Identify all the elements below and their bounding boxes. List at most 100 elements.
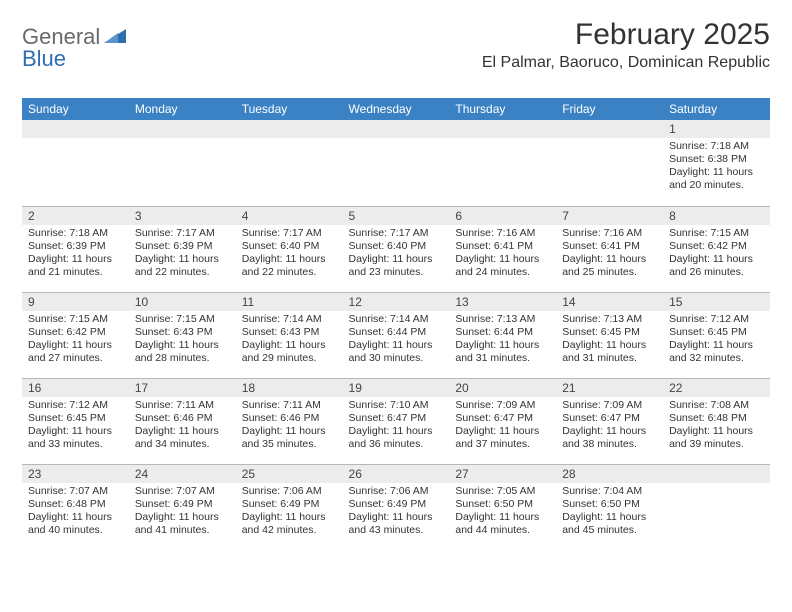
day-info: Sunrise: 7:17 AMSunset: 6:40 PMDaylight:… bbox=[242, 227, 337, 280]
dayhead-sun: Sunday bbox=[22, 98, 129, 120]
day-info-line: Sunset: 6:47 PM bbox=[562, 412, 657, 425]
calendar-week-row: 16Sunrise: 7:12 AMSunset: 6:45 PMDayligh… bbox=[22, 378, 770, 464]
day-info-line: Sunset: 6:48 PM bbox=[669, 412, 764, 425]
calendar-day-cell: 12Sunrise: 7:14 AMSunset: 6:44 PMDayligh… bbox=[343, 292, 450, 378]
day-info-line: Daylight: 11 hours bbox=[242, 425, 337, 438]
day-number bbox=[236, 120, 343, 138]
day-info-line: Sunset: 6:46 PM bbox=[242, 412, 337, 425]
day-info-line: Daylight: 11 hours bbox=[455, 425, 550, 438]
dayhead-mon: Monday bbox=[129, 98, 236, 120]
day-info-line: Daylight: 11 hours bbox=[669, 425, 764, 438]
day-info-line: and 23 minutes. bbox=[349, 266, 444, 279]
day-info-line: Sunrise: 7:12 AM bbox=[669, 313, 764, 326]
day-info: Sunrise: 7:18 AMSunset: 6:38 PMDaylight:… bbox=[669, 140, 764, 193]
day-info: Sunrise: 7:04 AMSunset: 6:50 PMDaylight:… bbox=[562, 485, 657, 538]
page-header: General February 2025 El Palmar, Baoruco… bbox=[22, 18, 770, 72]
day-info-line: Sunrise: 7:06 AM bbox=[242, 485, 337, 498]
calendar-day-cell: 27Sunrise: 7:05 AMSunset: 6:50 PMDayligh… bbox=[449, 464, 556, 550]
day-number: 24 bbox=[129, 465, 236, 483]
calendar-day-cell bbox=[129, 120, 236, 206]
day-number: 9 bbox=[22, 293, 129, 311]
day-number: 1 bbox=[663, 120, 770, 138]
day-number: 7 bbox=[556, 207, 663, 225]
day-info-line: and 22 minutes. bbox=[242, 266, 337, 279]
day-info-line: Sunset: 6:49 PM bbox=[135, 498, 230, 511]
calendar-day-cell: 4Sunrise: 7:17 AMSunset: 6:40 PMDaylight… bbox=[236, 206, 343, 292]
day-info-line: and 36 minutes. bbox=[349, 438, 444, 451]
day-info-line: Sunrise: 7:18 AM bbox=[28, 227, 123, 240]
day-info: Sunrise: 7:12 AMSunset: 6:45 PMDaylight:… bbox=[669, 313, 764, 366]
day-info-line: Daylight: 11 hours bbox=[242, 339, 337, 352]
day-info: Sunrise: 7:09 AMSunset: 6:47 PMDaylight:… bbox=[455, 399, 550, 452]
day-info-line: and 24 minutes. bbox=[455, 266, 550, 279]
day-info: Sunrise: 7:11 AMSunset: 6:46 PMDaylight:… bbox=[135, 399, 230, 452]
calendar-day-cell: 5Sunrise: 7:17 AMSunset: 6:40 PMDaylight… bbox=[343, 206, 450, 292]
day-info-line: Sunrise: 7:09 AM bbox=[455, 399, 550, 412]
day-info-line: Daylight: 11 hours bbox=[349, 511, 444, 524]
day-info-line: Daylight: 11 hours bbox=[455, 339, 550, 352]
day-info-line: and 27 minutes. bbox=[28, 352, 123, 365]
day-info-line: Sunrise: 7:13 AM bbox=[455, 313, 550, 326]
location-text: El Palmar, Baoruco, Dominican Republic bbox=[482, 54, 770, 72]
day-number bbox=[449, 120, 556, 138]
day-info-line: Sunrise: 7:17 AM bbox=[349, 227, 444, 240]
day-info-line: Sunset: 6:44 PM bbox=[455, 326, 550, 339]
day-number bbox=[129, 120, 236, 138]
day-number: 27 bbox=[449, 465, 556, 483]
day-number: 16 bbox=[22, 379, 129, 397]
day-info: Sunrise: 7:14 AMSunset: 6:44 PMDaylight:… bbox=[349, 313, 444, 366]
calendar-day-cell: 9Sunrise: 7:15 AMSunset: 6:42 PMDaylight… bbox=[22, 292, 129, 378]
calendar-day-cell: 19Sunrise: 7:10 AMSunset: 6:47 PMDayligh… bbox=[343, 378, 450, 464]
day-info-line: Sunrise: 7:17 AM bbox=[242, 227, 337, 240]
day-info-line: Sunset: 6:40 PM bbox=[349, 240, 444, 253]
day-info-line: Sunset: 6:39 PM bbox=[135, 240, 230, 253]
day-number: 26 bbox=[343, 465, 450, 483]
day-info-line: Daylight: 11 hours bbox=[28, 253, 123, 266]
calendar-day-cell: 18 Sunrise: 7:11 AMSunset: 6:46 PMDayligh… bbox=[236, 378, 343, 464]
day-number: 18 bbox=[236, 379, 343, 397]
day-info-line: Daylight: 11 hours bbox=[669, 166, 764, 179]
day-info-line: and 44 minutes. bbox=[455, 524, 550, 537]
day-info-line: Sunrise: 7:08 AM bbox=[669, 399, 764, 412]
day-info-line: Sunrise: 7:14 AM bbox=[242, 313, 337, 326]
day-number: 20 bbox=[449, 379, 556, 397]
calendar-day-cell bbox=[236, 120, 343, 206]
day-info-line: and 21 minutes. bbox=[28, 266, 123, 279]
day-info-line: Sunrise: 7:16 AM bbox=[562, 227, 657, 240]
day-info-line: Sunrise: 7:07 AM bbox=[135, 485, 230, 498]
day-info-line: Daylight: 11 hours bbox=[28, 339, 123, 352]
day-info: Sunrise: 7:11 AMSunset: 6:46 PMDaylight:… bbox=[242, 399, 337, 452]
day-header-row: Sunday Monday Tuesday Wednesday Thursday… bbox=[22, 98, 770, 120]
calendar-table: Sunday Monday Tuesday Wednesday Thursday… bbox=[22, 98, 770, 550]
day-info: Sunrise: 7:08 AMSunset: 6:48 PMDaylight:… bbox=[669, 399, 764, 452]
day-info-line: Sunrise: 7:15 AM bbox=[669, 227, 764, 240]
brand-part2: Blue bbox=[22, 46, 66, 71]
day-info-line: Sunset: 6:45 PM bbox=[669, 326, 764, 339]
day-info-line: Sunrise: 7:11 AM bbox=[242, 399, 337, 412]
day-info: Sunrise: 7:06 AMSunset: 6:49 PMDaylight:… bbox=[242, 485, 337, 538]
day-info: Sunrise: 7:10 AMSunset: 6:47 PMDaylight:… bbox=[349, 399, 444, 452]
day-info-line: and 42 minutes. bbox=[242, 524, 337, 537]
month-title: February 2025 bbox=[482, 18, 770, 52]
day-info-line: Daylight: 11 hours bbox=[669, 253, 764, 266]
day-info-line: Sunrise: 7:16 AM bbox=[455, 227, 550, 240]
day-info-line: and 35 minutes. bbox=[242, 438, 337, 451]
brand-triangle-icon bbox=[104, 27, 126, 48]
day-info-line: Daylight: 11 hours bbox=[562, 253, 657, 266]
calendar-day-cell: 25Sunrise: 7:06 AMSunset: 6:49 PMDayligh… bbox=[236, 464, 343, 550]
day-info-line: Daylight: 11 hours bbox=[562, 511, 657, 524]
day-info-line: Daylight: 11 hours bbox=[28, 511, 123, 524]
day-number: 14 bbox=[556, 293, 663, 311]
calendar-day-cell: 15Sunrise: 7:12 AMSunset: 6:45 PMDayligh… bbox=[663, 292, 770, 378]
day-info-line: Daylight: 11 hours bbox=[562, 425, 657, 438]
day-info-line: Sunset: 6:41 PM bbox=[562, 240, 657, 253]
calendar-day-cell: 1 Sunrise: 7:18 AMSunset: 6:38 PMDaylight… bbox=[663, 120, 770, 206]
calendar-day-cell: 23Sunrise: 7:07 AMSunset: 6:48 PMDayligh… bbox=[22, 464, 129, 550]
calendar-week-row: 2Sunrise: 7:18 AMSunset: 6:39 PMDaylight… bbox=[22, 206, 770, 292]
day-number: 28 bbox=[556, 465, 663, 483]
day-number: 10 bbox=[129, 293, 236, 311]
day-info-line: Sunset: 6:39 PM bbox=[28, 240, 123, 253]
day-number: 21 bbox=[556, 379, 663, 397]
calendar-day-cell: 2Sunrise: 7:18 AMSunset: 6:39 PMDaylight… bbox=[22, 206, 129, 292]
calendar-day-cell: 28 Sunrise: 7:04 AMSunset: 6:50 PMDayligh… bbox=[556, 464, 663, 550]
